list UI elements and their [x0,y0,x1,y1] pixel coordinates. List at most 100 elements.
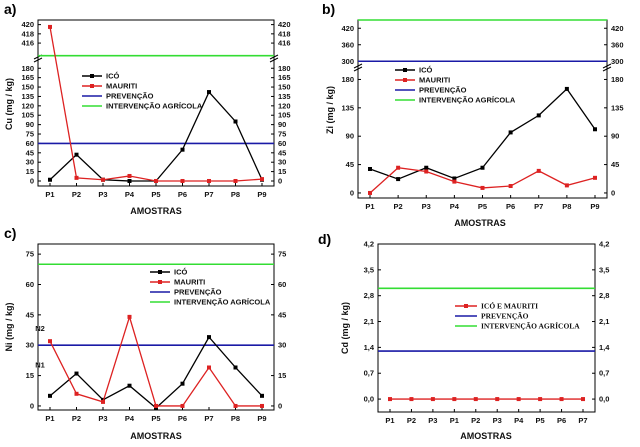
y-tick-label-right: 75 [278,250,286,259]
data-point [424,169,429,174]
y-tick-label-left: 360 [341,40,354,49]
y-axis-title: Ni (mg / kg) [4,302,14,351]
legend-label: ICÓ [419,66,433,75]
y-tick-label-left: 416 [21,39,34,48]
y-tick-label-right: 60 [278,139,286,148]
x-tick-label: P8 [231,414,240,423]
y-tick-label-right: 0 [611,188,615,197]
y-tick-label-left: 3,5 [364,265,374,274]
legend-label: INTERVENÇÃO AGRÍCOLA [174,298,271,307]
y-tick-label-right: 180 [611,75,624,84]
y-tick-label-left: 418 [21,29,34,38]
y-tick-label-right: 30 [278,341,286,350]
y-tick-label-left: 75 [26,250,34,259]
plot-frame [357,19,608,199]
data-point [48,24,52,29]
x-tick-label: P7 [204,414,213,423]
data-point [508,184,513,189]
panel-letter: d) [318,231,331,247]
legend-label: INTERVENÇÃO AGRÍCOLA [419,96,516,105]
data-point [233,119,238,124]
legend-marker [90,74,94,78]
y-tick-label-left: 165 [21,73,34,82]
x-tick-label: P4 [125,414,135,423]
data-point [154,178,158,183]
data-point [233,403,238,408]
y-tick-label-left: 15 [26,371,34,380]
y-tick-label-left: 60 [26,280,34,289]
y-tick-label-left: 0,0 [364,395,374,404]
y-tick-label-right: 75 [278,130,286,139]
data-point [207,90,211,95]
x-tick-label: P3 [98,190,107,199]
chart-panel-2: 0 0 45 45 90 90 135 135 180 180 300 300 360 360 420 420… [322,1,624,228]
axis-break-mark [33,57,43,63]
data-point [127,314,132,319]
y-tick-label-right: 1,4 [599,343,610,352]
y-tick-label-right: 105 [278,111,291,120]
y-tick-label-left: 75 [26,130,34,139]
x-tick-label: P6 [178,190,187,199]
x-tick-label: P5 [151,190,160,199]
data-point [154,405,158,410]
x-tick-label: P1 [450,416,459,425]
x-axis-title: AMOSTRAS [130,206,182,216]
legend-marker [464,304,468,308]
data-point [101,399,105,404]
data-point [180,403,185,408]
x-tick-label: P3 [428,416,437,425]
legend-label: PREVENÇÃO [106,92,154,101]
data-point [480,185,485,190]
data-point [452,397,457,402]
x-axis-title: AMOSTRAS [130,431,182,441]
legend-label: MAURITI [106,82,137,91]
y-tick-label-left: 180 [21,64,34,73]
panel-letter: a) [4,1,16,17]
y-tick-label-left: 1,4 [364,343,375,352]
y-tick-label-left: 135 [21,92,34,101]
axis-break-mark [269,54,279,60]
y-tick-label-left: 2,1 [364,317,374,326]
legend-marker [158,280,162,284]
data-point [536,168,541,173]
legend-label: INTERVENÇÃO AGRÍCOLA [106,102,203,111]
y-tick-label-right: 180 [278,64,291,73]
panel-letter: c) [4,225,16,241]
y-tick-label-right: 3,5 [599,265,609,274]
y-tick-label-left: 90 [26,120,34,129]
legend-marker [403,78,407,82]
data-point [233,178,238,183]
y-tick-label-right: 2,8 [599,291,609,300]
data-point [207,365,211,370]
chart-panel-4: 0,0 0,0 0,7 0,7 1,4 1,4 2,1 2,1 2,8 2,8 3,5 3,5 4,2 4… [318,231,610,441]
y-tick-label-left: 180 [341,75,354,84]
data-point [409,397,414,402]
x-tick-label: P7 [204,190,213,199]
data-point [74,371,79,376]
y-axis-title: Cd (mg / kg) [340,302,350,354]
x-tick-label: P9 [590,202,599,211]
data-point [260,403,264,408]
data-point [536,113,541,118]
y-tick-label-left: 60 [26,139,34,148]
y-tick-label-left: 420 [341,24,354,33]
data-point [127,383,132,388]
y-tick-label-left: 135 [341,103,354,112]
x-tick-label: P6 [506,202,515,211]
data-point [508,130,513,135]
axis-break-mark [353,63,363,69]
y-tick-label-left: 30 [26,341,34,350]
axis-break-mark [602,63,612,69]
y-axis-title: Cu (mg / kg) [4,78,14,130]
y-tick-label-right: 150 [278,83,291,92]
x-tick-label: P1 [365,202,374,211]
y-tick-label-right: 0 [278,401,282,410]
y-tick-label-left: 150 [21,83,34,92]
y-tick-label-left: 90 [346,132,354,141]
x-tick-label: P6 [557,416,566,425]
data-point [564,86,569,91]
data-point [480,165,485,170]
data-point [593,127,597,132]
data-point [48,177,52,182]
